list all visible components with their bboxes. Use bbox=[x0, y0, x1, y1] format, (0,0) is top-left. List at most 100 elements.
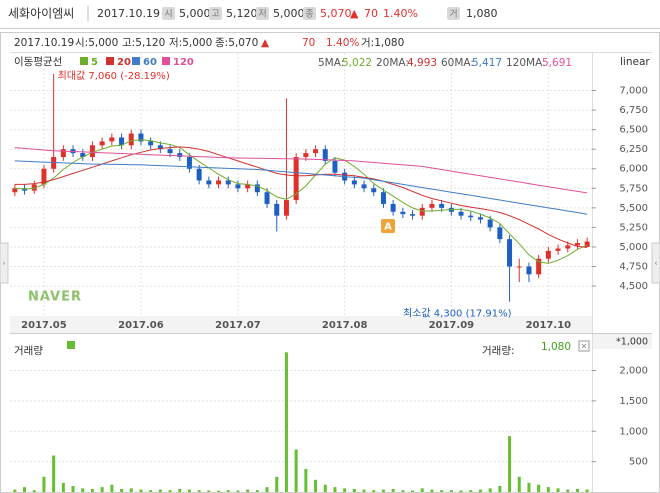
candle-body bbox=[235, 184, 241, 189]
candle-body bbox=[439, 203, 445, 208]
candle-body bbox=[536, 258, 542, 275]
candle-body bbox=[109, 137, 115, 142]
y-tick-label: 1,500 bbox=[619, 396, 648, 407]
volume-bar bbox=[284, 352, 288, 492]
watermark: NAVER bbox=[28, 290, 82, 305]
volume-bar bbox=[449, 490, 453, 492]
icon-box bbox=[447, 7, 460, 20]
volume-bar bbox=[420, 488, 424, 492]
volume-bar bbox=[527, 482, 531, 492]
volume-bar bbox=[207, 490, 211, 492]
candle-body bbox=[245, 184, 251, 189]
candle-body bbox=[41, 168, 47, 185]
info-low: 저:5,000 bbox=[169, 37, 212, 49]
candle-body bbox=[264, 192, 270, 204]
header-change: 70 bbox=[364, 7, 378, 20]
candle-body bbox=[497, 227, 503, 240]
candle-body bbox=[225, 180, 231, 185]
candle-body bbox=[322, 149, 328, 161]
volume-bar bbox=[226, 490, 230, 492]
candle-body bbox=[80, 153, 86, 158]
candle-body bbox=[12, 188, 18, 193]
volume-bar bbox=[217, 490, 221, 492]
left-tab[interactable] bbox=[0, 242, 9, 284]
volume-bar bbox=[401, 490, 405, 492]
ma-label: 20MA: bbox=[376, 57, 409, 69]
legend-title: 이동평균선 bbox=[14, 56, 62, 68]
candle-body bbox=[574, 243, 580, 246]
item-label: 저 bbox=[258, 9, 266, 20]
ma-line bbox=[14, 160, 588, 215]
candle-body bbox=[89, 145, 95, 158]
volume-title: 거래량 bbox=[14, 345, 43, 357]
item-value: 5,000 bbox=[179, 7, 211, 20]
candle-body bbox=[584, 241, 590, 247]
volume-bar bbox=[81, 488, 85, 492]
candle-body bbox=[31, 184, 37, 191]
volume-bar bbox=[478, 489, 482, 492]
x-tick-label: 2017.08 bbox=[322, 320, 368, 331]
y-tick-label: 6,500 bbox=[619, 125, 648, 136]
candle-body bbox=[138, 133, 144, 142]
close-icon: × bbox=[581, 342, 588, 351]
volume-bar bbox=[517, 476, 521, 492]
candle-body bbox=[526, 266, 532, 275]
candle-body bbox=[361, 184, 367, 189]
ma-value: 5,022 bbox=[342, 57, 372, 69]
header-arrow: ▲ bbox=[350, 7, 359, 20]
candle-body bbox=[351, 180, 357, 185]
header-bar bbox=[0, 0, 660, 28]
date-axis-strip bbox=[10, 316, 592, 333]
volume-bar bbox=[440, 490, 444, 492]
close-button[interactable] bbox=[578, 340, 590, 352]
x-tick-label: 2017.07 bbox=[215, 320, 261, 331]
header-items: 시 5,000 고 5,120 저 5,000 종 5,070 bbox=[162, 7, 352, 20]
candle-body bbox=[216, 180, 222, 185]
volume-bar bbox=[566, 489, 570, 492]
volume-bar bbox=[556, 488, 560, 492]
volume-bar bbox=[120, 488, 124, 492]
y-tick-label: 7,000 bbox=[619, 86, 648, 97]
volume-bar bbox=[575, 488, 579, 492]
volume-bar bbox=[275, 476, 279, 492]
candle-body bbox=[303, 153, 309, 158]
volume-bar bbox=[294, 449, 298, 492]
candle-body bbox=[128, 133, 134, 146]
item-value: 5,000 bbox=[273, 7, 305, 20]
y-tick-label: 1,000 bbox=[619, 426, 648, 437]
legend-label: 20 bbox=[117, 57, 131, 68]
y-tick-label: 5,250 bbox=[619, 222, 648, 233]
volume-bar bbox=[129, 488, 133, 492]
candle-body bbox=[157, 145, 163, 150]
volume-bar bbox=[178, 488, 182, 492]
volume-bar bbox=[158, 489, 162, 492]
x-tick-label: 2017.05 bbox=[21, 320, 67, 331]
x-tick-label: 2017.06 bbox=[118, 320, 164, 331]
volume-bar bbox=[343, 488, 347, 492]
candle-body bbox=[410, 214, 416, 216]
y-tick-label: 5,750 bbox=[619, 183, 648, 194]
ma-value: 5,417 bbox=[472, 57, 502, 69]
volume-bar bbox=[255, 490, 259, 492]
ma-line bbox=[14, 146, 588, 248]
icon-box bbox=[256, 7, 269, 20]
ma-line bbox=[14, 147, 588, 194]
right-tab[interactable] bbox=[651, 242, 660, 284]
volume-bar bbox=[236, 490, 240, 492]
legend-label: 120 bbox=[173, 57, 194, 68]
candle-body bbox=[507, 239, 513, 267]
annotation: 최대값 7,060 (-28.19%) bbox=[58, 70, 170, 82]
candle-body bbox=[274, 203, 280, 216]
volume-bar bbox=[52, 455, 56, 492]
info-rate: 1.40% bbox=[326, 37, 359, 49]
volume-bar bbox=[23, 487, 27, 492]
candle-body bbox=[458, 211, 464, 216]
legend-swatch bbox=[80, 57, 88, 65]
chart-panel bbox=[0, 32, 660, 493]
info-close: 종:5,070 bbox=[215, 37, 258, 49]
candle-body bbox=[468, 215, 474, 218]
candle-body bbox=[148, 141, 154, 146]
volume-bar bbox=[352, 488, 356, 492]
y-tick-label: 4,500 bbox=[619, 281, 648, 292]
legend-swatch bbox=[132, 57, 140, 65]
